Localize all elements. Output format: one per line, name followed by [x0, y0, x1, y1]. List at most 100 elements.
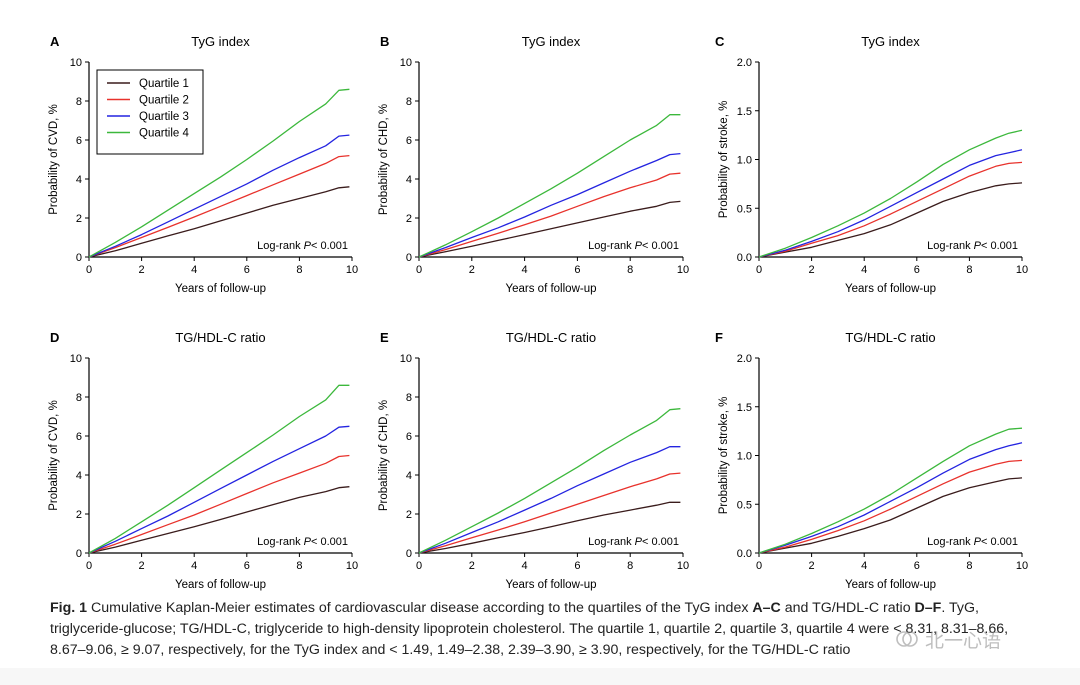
x-tick-label: 0 — [756, 264, 762, 276]
y-tick-label: 6 — [406, 431, 412, 443]
panel-letter: D — [50, 330, 59, 345]
y-axis-label: Probability of CHD, % — [378, 104, 390, 215]
panel-title: TG/HDL-C ratio — [845, 330, 935, 345]
x-tick-label: 0 — [416, 560, 422, 572]
p-value: < 0.001 — [311, 536, 348, 548]
series-line-quartile-1 — [418, 501, 681, 554]
log-rank-annotation: Log-rank P< 0.001 — [257, 536, 348, 548]
y-axis-label: Probability of CHD, % — [378, 400, 390, 511]
x-tick-label: 0 — [756, 560, 762, 572]
x-tick-label: 2 — [139, 264, 145, 276]
panel-letter: E — [380, 330, 389, 345]
y-tick-label: 10 — [70, 353, 82, 365]
panel-title: TG/HDL-C ratio — [175, 330, 265, 345]
x-axis-label: Years of follow-up — [175, 283, 266, 295]
p-symbol: P — [635, 536, 643, 548]
panel-a: A TyG index 0 2 4 6 8 10 0 2 4 6 8 10 Years of follow-… — [48, 34, 358, 295]
series-line-quartile-4 — [758, 129, 1023, 258]
y-axis-label: Probability of CVD, % — [48, 400, 60, 511]
series-line-quartile-3 — [88, 425, 350, 554]
panel-title: TyG index — [191, 34, 250, 49]
y-tick-label: 4 — [406, 470, 412, 482]
p-symbol: P — [974, 536, 982, 548]
y-tick-label: 2.0 — [737, 353, 752, 365]
y-tick-label: 2 — [406, 509, 412, 521]
y-tick-label: 10 — [400, 57, 412, 69]
y-tick-label: 4 — [406, 174, 412, 186]
series-line-quartile-4 — [758, 427, 1023, 554]
x-tick-label: 8 — [627, 560, 633, 572]
x-axis-label: Years of follow-up — [845, 579, 936, 591]
y-tick-label: 4 — [76, 470, 82, 482]
y-tick-label: 6 — [76, 135, 82, 147]
p-symbol: P — [974, 240, 982, 252]
series-line-quartile-1 — [88, 186, 350, 258]
x-tick-label: 0 — [86, 264, 92, 276]
bottom-strip — [0, 668, 1080, 685]
log-rank-label: Log-rank — [927, 536, 973, 548]
log-rank-annotation: Log-rank P< 0.001 — [588, 536, 679, 548]
series-line-quartile-2 — [88, 454, 350, 554]
y-tick-label: 2.0 — [737, 57, 752, 69]
p-value: < 0.001 — [981, 536, 1018, 548]
legend-label-quartile-2: Quartile 2 — [139, 95, 189, 107]
series-line-quartile-2 — [758, 161, 1023, 258]
x-tick-label: 2 — [809, 560, 815, 572]
p-symbol: P — [635, 240, 643, 252]
log-rank-annotation: Log-rank P< 0.001 — [588, 240, 679, 252]
log-rank-label: Log-rank — [588, 536, 634, 548]
y-tick-label: 2 — [406, 213, 412, 225]
log-rank-annotation: Log-rank P< 0.001 — [927, 536, 1018, 548]
panel-letter: F — [715, 330, 723, 345]
y-tick-label: 8 — [406, 392, 412, 404]
series-line-quartile-1 — [758, 182, 1023, 258]
x-tick-label: 8 — [627, 264, 633, 276]
series-line-quartile-1 — [418, 200, 681, 258]
x-axis-label: Years of follow-up — [845, 283, 936, 295]
watermark: 北一心语 — [895, 622, 1055, 656]
watermark-text: 北一心语 — [925, 629, 1002, 652]
x-tick-label: 4 — [522, 264, 528, 276]
series-line-quartile-3 — [418, 446, 681, 554]
series-line-quartile-2 — [758, 459, 1023, 554]
legend: Quartile 1 Quartile 2 Quartile 3 Quartile 4 — [96, 69, 204, 155]
figure-label: Fig. 1 — [50, 600, 88, 616]
series-line-quartile-3 — [418, 152, 681, 258]
series-line-quartile-1 — [758, 477, 1023, 554]
y-tick-label: 0.5 — [737, 203, 752, 215]
y-tick-label: 2 — [76, 213, 82, 225]
caption-text-3: . TyG, triglyceride-glucose; TG/HDL-C, t… — [50, 600, 1009, 658]
x-tick-label: 10 — [677, 264, 689, 276]
y-tick-label: 6 — [406, 135, 412, 147]
y-tick-label: 1.0 — [737, 155, 752, 167]
series-line-quartile-3 — [88, 134, 350, 258]
x-tick-label: 2 — [469, 560, 475, 572]
y-axis-label: Probability of stroke, % — [718, 397, 730, 515]
log-rank-label: Log-rank — [927, 240, 973, 252]
log-rank-annotation: Log-rank P< 0.001 — [257, 240, 348, 252]
x-tick-label: 4 — [861, 264, 867, 276]
panel-b: B TyG index 0 2 4 6 8 10 0 2 4 6 8 10 Years of follow-… — [378, 34, 689, 295]
x-tick-label: 6 — [914, 560, 920, 572]
panel-letter: C — [715, 34, 725, 49]
x-axis-label: Years of follow-up — [506, 283, 597, 295]
series-line-quartile-4 — [88, 384, 350, 554]
caption-panels-2: D–F — [914, 600, 942, 616]
y-axis-label: Probability of stroke, % — [718, 101, 730, 219]
y-tick-label: 0 — [76, 252, 82, 264]
x-tick-label: 4 — [522, 560, 528, 572]
log-rank-label: Log-rank — [588, 240, 634, 252]
panel-e: E TG/HDL-C ratio 0 2 4 6 8 10 0 2 4 6 8 10 Years of fo… — [378, 330, 689, 591]
caption-panels-1: A–C — [752, 600, 781, 616]
x-axis-label: Years of follow-up — [506, 579, 597, 591]
series-line-quartile-2 — [88, 154, 350, 258]
x-tick-label: 6 — [574, 264, 580, 276]
p-value: < 0.001 — [642, 536, 679, 548]
x-tick-label: 6 — [244, 264, 250, 276]
y-tick-label: 4 — [76, 174, 82, 186]
p-value: < 0.001 — [642, 240, 679, 252]
y-tick-label: 0 — [406, 252, 412, 264]
x-tick-label: 8 — [966, 264, 972, 276]
y-tick-label: 0 — [76, 548, 82, 560]
log-rank-label: Log-rank — [257, 536, 303, 548]
